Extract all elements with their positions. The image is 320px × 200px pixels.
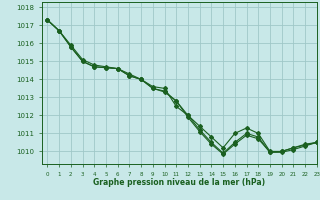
X-axis label: Graphe pression niveau de la mer (hPa): Graphe pression niveau de la mer (hPa) [93,178,265,187]
